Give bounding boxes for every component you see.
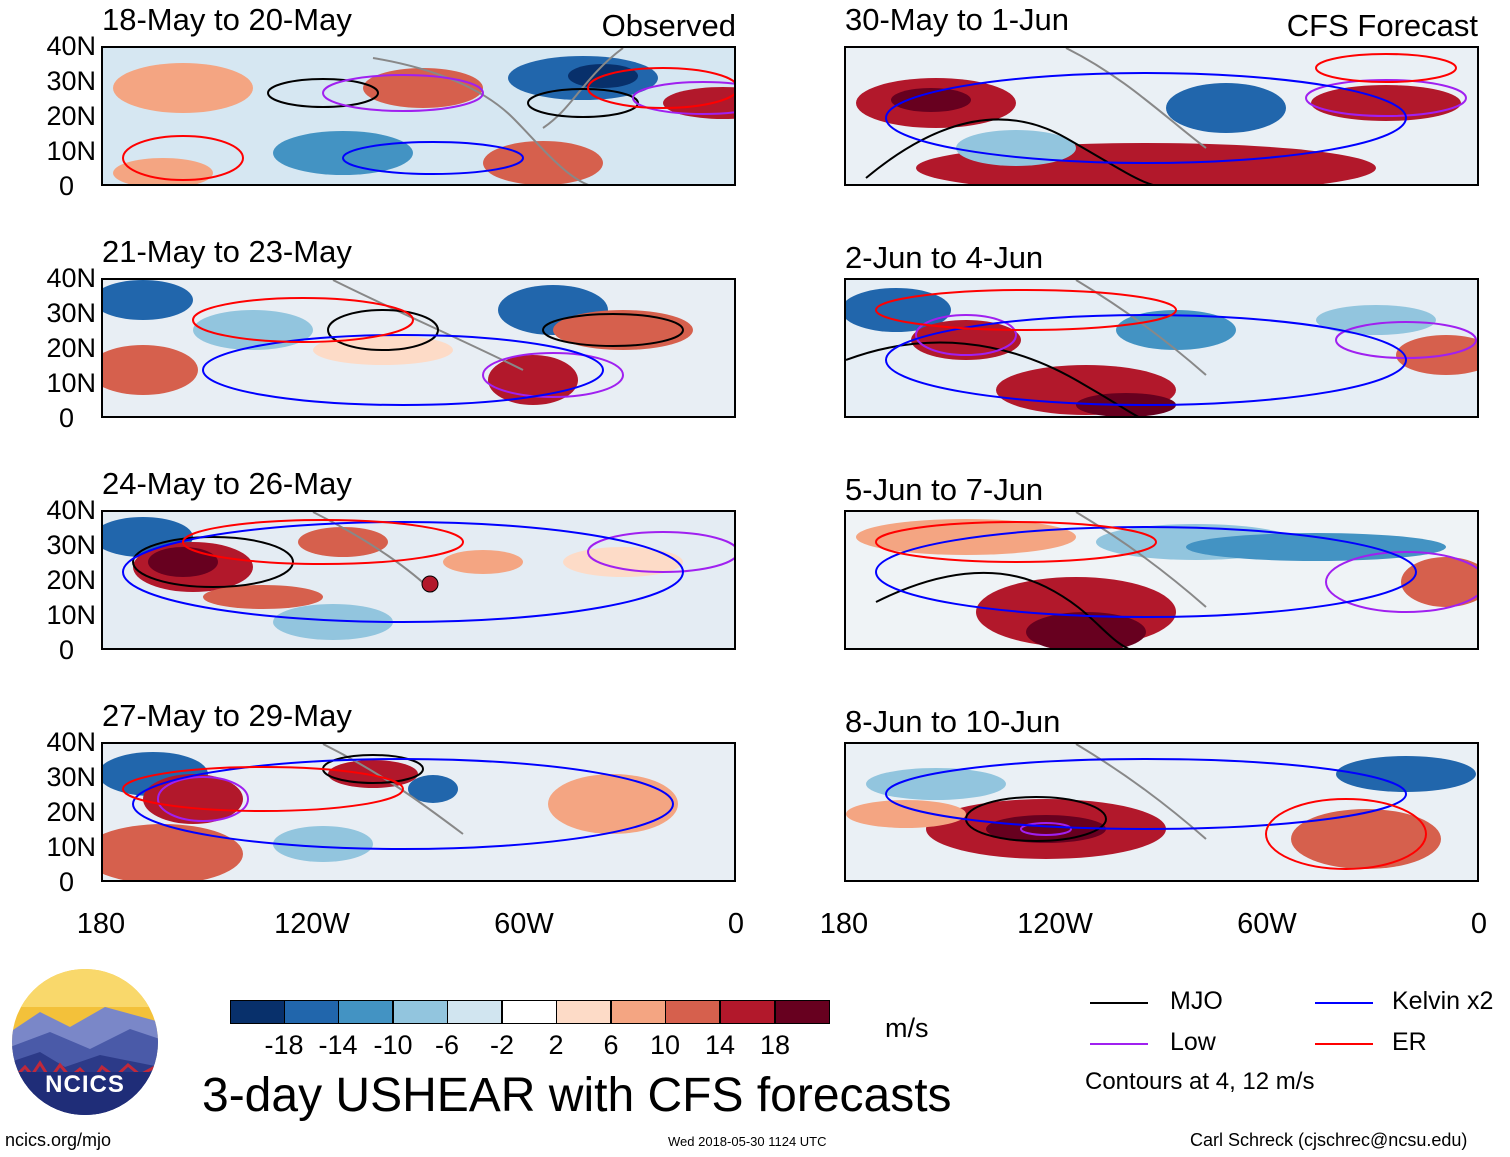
lat-label: 0 — [58, 635, 74, 665]
forecast-label: CFS Forecast — [1286, 8, 1478, 43]
lat-label: 40N — [46, 495, 96, 525]
legend-mjo-line — [1090, 1002, 1148, 1004]
lat-label: 30N — [46, 298, 96, 328]
colorbar-tick: 6 — [603, 1030, 619, 1060]
timestamp: Wed 2018-05-30 1124 UTC — [668, 1134, 827, 1149]
colorbar-unit: m/s — [885, 1013, 929, 1043]
map-panel-obs-2 — [101, 278, 736, 418]
lon-label: 60W — [1237, 908, 1297, 940]
lon-label: 0 — [727, 908, 745, 940]
lat-label: 0 — [58, 867, 74, 897]
panel-title-obs-1: 18-May to 20-May — [102, 2, 352, 37]
colorbar-tick: 14 — [704, 1030, 736, 1060]
map-panel-obs-3 — [101, 510, 736, 650]
colorbar-tick: -6 — [434, 1030, 459, 1060]
main-title: 3-day USHEAR with CFS forecasts — [202, 1069, 952, 1122]
legend-note: Contours at 4, 12 m/s — [1085, 1068, 1315, 1095]
colorbar-segment — [502, 1000, 557, 1024]
lon-label: 120W — [1017, 908, 1093, 940]
lat-label: 20N — [46, 565, 96, 595]
lat-label: 30N — [46, 66, 96, 96]
map-panel-fcst-2 — [844, 278, 1479, 418]
colorbar-tick: -10 — [373, 1030, 413, 1060]
lon-label: 120W — [274, 908, 350, 940]
colorbar-tick: -2 — [489, 1030, 514, 1060]
legend-mjo-label: MJO — [1170, 987, 1223, 1015]
map-panel-fcst-3 — [844, 510, 1479, 650]
lat-label: 20N — [46, 333, 96, 363]
logo-text: NCICS — [45, 1071, 125, 1098]
legend-er-line — [1315, 1043, 1373, 1045]
lon-label: 0 — [1470, 908, 1488, 940]
colorbar-segment — [230, 1000, 285, 1024]
colorbar-segment — [556, 1000, 611, 1024]
ncics-logo: NCICS — [10, 967, 160, 1117]
lat-label: 10N — [46, 368, 96, 398]
panel-title-fcst-3: 5-Jun to 7-Jun — [845, 472, 1044, 507]
lat-label: 40N — [46, 31, 96, 61]
observed-label: Observed — [601, 8, 736, 43]
colorbar-tick: 2 — [548, 1030, 564, 1060]
legend-low-line — [1090, 1043, 1148, 1045]
colorbar-tick: -14 — [318, 1030, 358, 1060]
colorbar-segment — [611, 1000, 666, 1024]
colorbar-segment — [775, 1000, 830, 1024]
colorbar-tick: 18 — [759, 1030, 791, 1060]
lat-label: 0 — [58, 171, 74, 201]
panel-title-obs-2: 21-May to 23-May — [102, 234, 352, 269]
panel-title-obs-4: 27-May to 29-May — [102, 698, 352, 733]
colorbar-segment — [665, 1000, 720, 1024]
lat-label: 20N — [46, 797, 96, 827]
map-panel-obs-1 — [101, 46, 736, 186]
colorbar-tick: 10 — [649, 1030, 681, 1060]
legend-er-label: ER — [1392, 1028, 1427, 1056]
colorbar-segment — [393, 1000, 448, 1024]
lon-label: 180 — [819, 908, 869, 940]
panel-title-fcst-2: 2-Jun to 4-Jun — [845, 240, 1044, 275]
lat-label: 30N — [46, 762, 96, 792]
colorbar-segment — [447, 1000, 502, 1024]
colorbar-segment — [284, 1000, 339, 1024]
colorbar-tick: -18 — [264, 1030, 304, 1060]
website-link[interactable]: ncics.org/mjo — [5, 1130, 112, 1150]
map-panel-fcst-1 — [844, 46, 1479, 186]
legend-low-label: Low — [1170, 1028, 1216, 1056]
map-panel-obs-4 — [101, 742, 736, 882]
colorbar-segment — [720, 1000, 775, 1024]
lat-label: 10N — [46, 832, 96, 862]
lat-label: 0 — [58, 403, 74, 433]
lat-label: 10N — [46, 136, 96, 166]
panel-title-obs-3: 24-May to 26-May — [102, 466, 352, 501]
lat-label: 10N — [46, 600, 96, 630]
lat-label: 40N — [46, 263, 96, 293]
map-panel-fcst-4 — [844, 742, 1479, 882]
lon-label: 60W — [494, 908, 554, 940]
panel-title-fcst-4: 8-Jun to 10-Jun — [845, 704, 1061, 739]
lat-label: 40N — [46, 727, 96, 757]
panel-title-fcst-1: 30-May to 1-Jun — [845, 2, 1069, 37]
legend-kelvin-line — [1315, 1002, 1373, 1004]
lon-label: 180 — [76, 908, 126, 940]
credit: Carl Schreck (cjschrec@ncsu.edu) — [1190, 1130, 1468, 1150]
legend-kelvin-label: Kelvin x2 — [1392, 987, 1494, 1015]
lat-label: 30N — [46, 530, 96, 560]
lat-label: 20N — [46, 101, 96, 131]
colorbar-segment — [338, 1000, 393, 1024]
